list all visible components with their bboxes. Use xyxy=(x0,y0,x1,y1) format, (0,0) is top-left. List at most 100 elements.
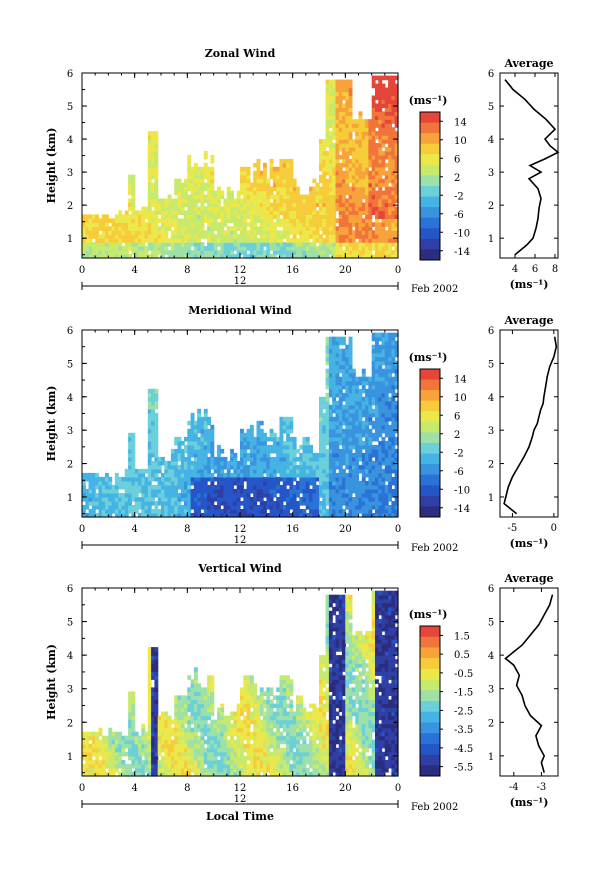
heatmap-cell xyxy=(388,174,392,180)
heatmap-cell xyxy=(236,254,241,259)
heatmap-cell xyxy=(342,190,346,196)
heatmap-cell xyxy=(131,242,136,247)
heatmap-cell xyxy=(345,151,350,156)
heatmap-cell xyxy=(375,246,379,251)
heatmap-cell xyxy=(272,472,277,478)
heatmap-cell xyxy=(91,254,96,259)
heatmap-cell xyxy=(365,143,369,148)
heatmap-cell xyxy=(210,501,215,506)
heatmap-cell xyxy=(388,460,392,466)
heatmap-cell xyxy=(345,400,350,406)
heatmap-cell xyxy=(154,186,159,192)
heatmap-cell xyxy=(249,428,254,434)
heatmap-cell xyxy=(289,513,294,518)
heatmap-cell xyxy=(170,464,175,470)
heatmap-cell xyxy=(361,154,366,160)
heatmap-cell xyxy=(88,484,93,490)
heatmap-cell xyxy=(164,493,169,498)
profile-line xyxy=(504,79,560,256)
heatmap-cell xyxy=(388,222,392,227)
heatmap-cell xyxy=(210,448,215,454)
heatmap-cell xyxy=(368,432,373,438)
heatmap-cell xyxy=(384,476,389,482)
heatmap-cell xyxy=(328,158,333,164)
heatmap-cell xyxy=(151,428,155,434)
heatmap-cell xyxy=(151,715,155,721)
heatmap-cell xyxy=(111,226,116,231)
heatmap-cell xyxy=(394,222,399,227)
heatmap-cell xyxy=(157,202,162,208)
heatmap-cell xyxy=(355,178,360,184)
heatmap-cell xyxy=(378,408,383,414)
heatmap-cell xyxy=(220,464,225,470)
heatmap-cell xyxy=(384,127,389,132)
heatmap-cell xyxy=(328,135,333,140)
heatmap-cell xyxy=(368,480,373,486)
heatmap-cell xyxy=(217,444,221,450)
heatmap-cell xyxy=(190,420,195,426)
heatmap-cell xyxy=(147,663,152,668)
heatmap-cell xyxy=(309,493,313,498)
heatmap-cell xyxy=(147,151,152,156)
heatmap-cell xyxy=(312,456,317,462)
heatmap-cell xyxy=(388,404,392,410)
heatmap-cell xyxy=(305,513,310,518)
heatmap-cell xyxy=(375,83,379,89)
colorbar-frame xyxy=(419,111,441,261)
heatmap-cell xyxy=(332,452,337,458)
heatmap-cell xyxy=(381,158,386,164)
heatmap-cell xyxy=(378,230,383,235)
heatmap-cell xyxy=(345,127,350,132)
heatmap-cell xyxy=(375,384,379,390)
heatmap-cell xyxy=(85,735,90,741)
heatmap-cell xyxy=(276,194,281,200)
heatmap-cell xyxy=(292,501,297,506)
heatmap-cell xyxy=(147,190,152,196)
heatmap-cell xyxy=(394,340,399,346)
heatmap-cell xyxy=(388,368,392,374)
heatmap-cell xyxy=(124,468,129,474)
heatmap-cell xyxy=(210,158,215,164)
heatmap-cell xyxy=(351,230,356,235)
heatmap-cell xyxy=(391,107,396,112)
heatmap-cell xyxy=(118,493,123,498)
heatmap-cell xyxy=(309,254,313,259)
heatmap-cell xyxy=(345,230,350,235)
heatmap-cell xyxy=(223,206,228,212)
heatmap-cell xyxy=(348,250,353,255)
heatmap-cell xyxy=(296,238,300,243)
heatmap-cell xyxy=(282,210,287,215)
heatmap-cell xyxy=(177,456,182,462)
heatmap-cell xyxy=(381,476,386,482)
date-label: Feb 2002 xyxy=(411,284,458,295)
heatmap-cell xyxy=(272,222,277,227)
heatmap-cell xyxy=(246,210,251,215)
heatmap-cell xyxy=(98,480,103,486)
heatmap-cell xyxy=(375,206,379,212)
heatmap-cell xyxy=(111,772,116,777)
heatmap-cell xyxy=(394,198,399,204)
heatmap-cell xyxy=(151,493,155,498)
heatmap-cell xyxy=(335,368,340,374)
heatmap-cell xyxy=(338,111,343,116)
heatmap-cell xyxy=(197,174,202,180)
heatmap-cell xyxy=(184,218,188,223)
heatmap-cell xyxy=(193,218,198,223)
heatmap-cell xyxy=(355,186,360,192)
heatmap-cell xyxy=(269,210,274,215)
heatmap-cell xyxy=(299,250,304,255)
heatmap-cell xyxy=(151,131,155,136)
heatmap-cell xyxy=(348,484,353,490)
heatmap-cell xyxy=(302,493,307,498)
heatmap-cell xyxy=(375,250,379,255)
heatmap-cell xyxy=(394,190,399,196)
heatmap-cell xyxy=(391,432,396,438)
heatmap-cell xyxy=(138,772,142,777)
heatmap-cell xyxy=(302,476,307,482)
heatmap-cell xyxy=(233,456,238,462)
heatmap-cell xyxy=(114,505,119,510)
heatmap-cell xyxy=(378,352,383,358)
heatmap-cell xyxy=(312,230,317,235)
heatmap-cell xyxy=(121,735,126,741)
heatmap-cell xyxy=(328,404,333,410)
